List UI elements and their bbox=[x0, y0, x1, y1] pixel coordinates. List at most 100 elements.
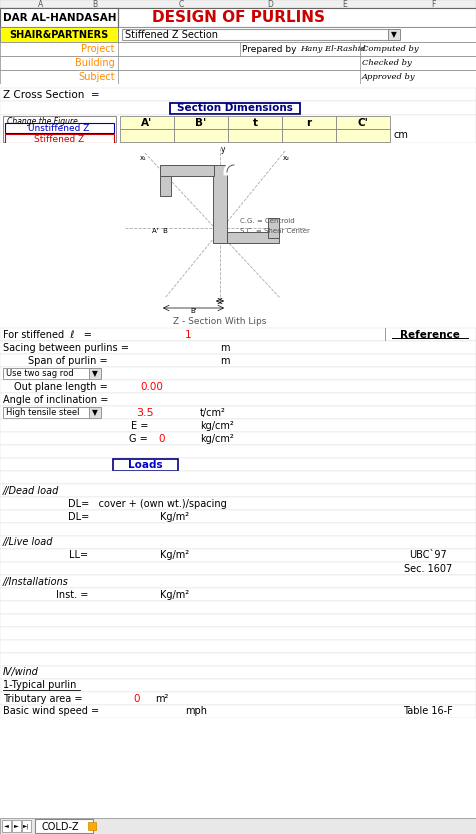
Text: B: B bbox=[92, 0, 98, 8]
Text: Kg/m²: Kg/m² bbox=[160, 511, 189, 521]
Text: x₂: x₂ bbox=[283, 155, 290, 161]
Bar bbox=[0, 27, 118, 42]
Bar bbox=[12, 820, 21, 832]
Bar bbox=[336, 116, 390, 129]
Text: Hany El-Rashid: Hany El-Rashid bbox=[300, 45, 366, 53]
Text: Prepared by: Prepared by bbox=[242, 44, 297, 53]
Bar bbox=[0, 341, 476, 354]
Text: Stiffened Z Section: Stiffened Z Section bbox=[125, 29, 218, 39]
Bar bbox=[0, 380, 476, 393]
Text: C.G. = Centroid: C.G. = Centroid bbox=[240, 218, 295, 224]
Text: Subject: Subject bbox=[79, 72, 115, 82]
Text: y: y bbox=[221, 144, 226, 153]
Bar bbox=[0, 101, 476, 115]
Bar bbox=[0, 818, 476, 834]
Text: //Live load: //Live load bbox=[3, 537, 53, 547]
Text: G =: G = bbox=[129, 434, 148, 444]
Bar bbox=[0, 536, 476, 549]
Bar bbox=[0, 445, 476, 458]
Bar bbox=[170, 103, 300, 114]
Text: For stiffened  ℓ   =: For stiffened ℓ = bbox=[3, 329, 92, 339]
Bar bbox=[120, 116, 174, 129]
Bar bbox=[160, 165, 214, 176]
Bar bbox=[0, 484, 476, 497]
Text: DAR AL-HANDASAH: DAR AL-HANDASAH bbox=[3, 13, 117, 23]
Bar bbox=[174, 129, 228, 142]
Bar bbox=[388, 29, 400, 40]
Text: mph: mph bbox=[185, 706, 207, 716]
Bar bbox=[5, 134, 114, 143]
Text: t: t bbox=[252, 118, 258, 128]
Text: Loads: Loads bbox=[128, 460, 162, 470]
Bar bbox=[0, 692, 476, 705]
Text: B': B' bbox=[195, 118, 207, 128]
Bar bbox=[3, 368, 91, 379]
Bar bbox=[3, 116, 116, 142]
Bar bbox=[0, 601, 476, 614]
Text: m: m bbox=[220, 343, 229, 353]
Bar bbox=[0, 471, 476, 484]
Text: D: D bbox=[267, 0, 273, 8]
Bar bbox=[0, 8, 476, 27]
Text: kg/cm²: kg/cm² bbox=[200, 420, 234, 430]
Bar bbox=[0, 614, 476, 627]
Text: Sacing between purlins =: Sacing between purlins = bbox=[3, 343, 129, 353]
Bar bbox=[0, 705, 476, 718]
Text: SHAIR&PARTNERS: SHAIR&PARTNERS bbox=[10, 29, 109, 39]
Bar bbox=[227, 232, 279, 243]
Text: C': C' bbox=[357, 118, 368, 128]
Text: ▼: ▼ bbox=[391, 30, 397, 39]
Text: Inst. =: Inst. = bbox=[56, 590, 88, 600]
Bar bbox=[282, 116, 336, 129]
Bar bbox=[0, 640, 476, 653]
Bar bbox=[0, 523, 476, 536]
Text: Out plane length =: Out plane length = bbox=[14, 381, 108, 391]
Bar bbox=[0, 406, 476, 419]
Bar bbox=[336, 129, 390, 142]
Bar bbox=[0, 653, 476, 666]
Bar bbox=[0, 419, 476, 432]
Bar bbox=[0, 458, 476, 471]
Text: DESIGN OF PURLINS: DESIGN OF PURLINS bbox=[151, 10, 325, 25]
Bar bbox=[0, 70, 476, 84]
Text: cm: cm bbox=[393, 130, 408, 140]
Text: Sec. 1607: Sec. 1607 bbox=[404, 564, 452, 574]
Text: r: r bbox=[307, 118, 312, 128]
Bar bbox=[0, 666, 476, 679]
Text: LL=: LL= bbox=[69, 550, 88, 560]
Text: E: E bbox=[343, 0, 347, 8]
Text: Approved by: Approved by bbox=[362, 73, 416, 81]
Text: A': A' bbox=[141, 118, 153, 128]
Bar bbox=[0, 8, 118, 27]
Text: ►|: ►| bbox=[23, 823, 30, 829]
Text: 0: 0 bbox=[133, 694, 139, 704]
Bar bbox=[0, 549, 476, 562]
Bar bbox=[0, 56, 476, 70]
Bar bbox=[0, 84, 476, 88]
Text: ◄: ◄ bbox=[4, 823, 9, 828]
Bar bbox=[120, 129, 174, 142]
Text: Checked by: Checked by bbox=[362, 59, 412, 67]
Text: Stiffened Z: Stiffened Z bbox=[34, 134, 84, 143]
Text: A'  B: A' B bbox=[152, 228, 168, 234]
Text: B': B' bbox=[191, 308, 198, 314]
Text: COLD-Z: COLD-Z bbox=[42, 822, 79, 832]
Text: Z Cross Section  =: Z Cross Section = bbox=[3, 89, 99, 99]
Text: UBC`97: UBC`97 bbox=[409, 550, 447, 560]
Bar bbox=[0, 88, 476, 101]
Bar bbox=[2, 820, 11, 832]
Text: 0.00: 0.00 bbox=[140, 381, 163, 391]
Text: Section Dimensions: Section Dimensions bbox=[177, 103, 293, 113]
Bar bbox=[0, 143, 476, 328]
Bar bbox=[122, 29, 390, 40]
Text: 0: 0 bbox=[158, 434, 165, 444]
Bar bbox=[0, 27, 476, 42]
Bar bbox=[0, 367, 476, 380]
Text: DL=   cover + (own wt.)/spacing: DL= cover + (own wt.)/spacing bbox=[68, 499, 227, 509]
Text: Building: Building bbox=[75, 58, 115, 68]
Bar bbox=[22, 820, 31, 832]
Text: 3.5: 3.5 bbox=[136, 408, 154, 418]
Text: ▼: ▼ bbox=[92, 369, 98, 378]
Text: //Dead load: //Dead load bbox=[3, 485, 60, 495]
Text: Basic wind speed =: Basic wind speed = bbox=[3, 706, 99, 716]
